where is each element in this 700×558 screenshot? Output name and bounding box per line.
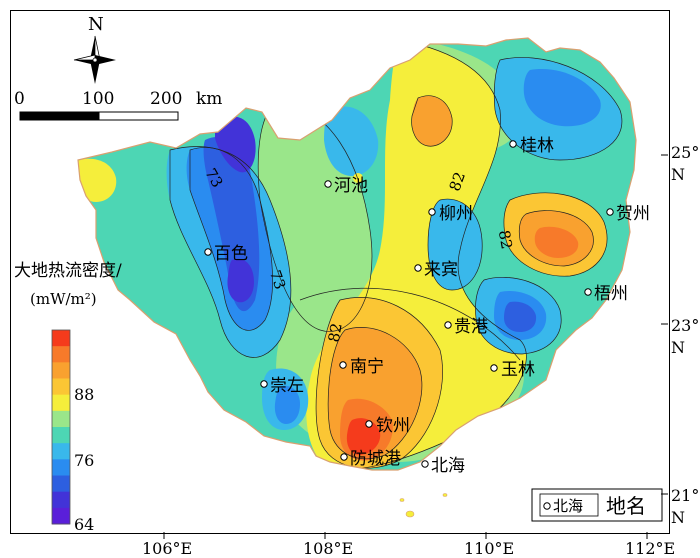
place-legend-sample: 北海 [553,497,583,515]
city-label: 崇左 [270,376,304,396]
city-marker [509,140,517,148]
city-label: 桂林 [520,136,554,156]
city-marker [414,264,422,272]
north-arrow: N [73,14,116,84]
legend-color-swatch [52,443,70,460]
legend-unit: (mW/m²) [30,290,97,308]
city-marker [490,364,498,372]
legend-color-swatch [52,394,70,412]
city-label: 北海 [431,456,465,476]
legend-tick: 88 [74,385,94,404]
scale-tick: 100 [82,89,114,109]
place-legend: 北海 地名 [531,488,663,522]
place-legend-marker [543,502,551,510]
islands [399,493,448,518]
city-label: 百色 [214,244,248,264]
legend-tick: 76 [74,451,94,470]
legend-color-swatch [52,362,70,379]
scale-unit: km [196,89,222,109]
lat-hemi: N [671,508,685,527]
legend-colorbar-border [51,329,71,525]
contour-labels: 73 73 82 82 82 [201,165,515,344]
scale-bar: 0 100 200 km [14,89,222,121]
lon-label: 112°E [625,539,675,558]
lat-hemi: N [671,338,685,357]
contour-label: 82 [325,322,346,344]
city-label: 柳州 [439,204,473,224]
city-label: 梧州 [594,284,628,304]
city-marker [324,180,332,188]
province-border [77,37,637,471]
city-markers: 桂林 河池 柳州 贺州 百色 来宾 梧州 贵港 南宁 崇左 玉林 钦州 防城港 … [204,136,650,476]
lat-deg: 25° [671,143,699,162]
contour-label: 82 [446,170,469,194]
city-label: 河池 [334,176,368,196]
city-marker [340,453,348,461]
city-label: 防城港 [350,449,401,469]
legend-color-swatch [52,507,70,525]
lon-label: 110°E [464,539,514,558]
legend-color-swatch [52,427,70,444]
legend-title: 大地热流密度/ [14,261,122,281]
legend-tick: 64 [74,515,94,534]
city-label: 来宾 [424,260,458,280]
lat-deg: 21° [671,486,699,505]
city-marker [606,208,614,216]
city-marker [421,460,429,468]
city-marker [584,288,592,296]
lon-label: 106°E [142,539,192,558]
city-label: 贺州 [616,204,650,224]
lon-label: 108°E [303,539,353,558]
contour-label: 73 [266,268,289,292]
legend-color-swatch [52,410,70,428]
legend-colorbar [51,329,71,525]
lat-deg: 23° [671,316,699,335]
city-marker [444,321,452,329]
legend-color-swatch [52,459,70,476]
city-marker [339,361,347,369]
city-marker [365,420,373,428]
city-label: 南宁 [350,357,384,377]
legend-color-swatch [52,475,70,493]
city-label: 钦州 [376,416,410,436]
longitude-labels: 106°E 108°E 110°E 112°E [142,532,675,558]
city-label: 贵港 [454,317,488,337]
lat-hemi: N [671,165,685,184]
color-legend: 大地热流密度/ (mW/m²) 88 76 64 [14,261,122,534]
legend-color-swatch [52,330,70,347]
scale-tick: 200 [150,89,182,109]
city-marker [260,380,268,388]
city-label: 玉林 [501,360,535,380]
legend-color-swatch [52,491,70,509]
city-marker [204,248,212,256]
north-label: N [88,14,104,35]
scale-tick: 0 [14,89,25,109]
legend-color-swatch [52,346,70,363]
contour-label: 82 [495,229,516,251]
legend-color-swatch [52,378,70,396]
latitude-labels: 25° N 23° N 21° N [661,143,699,527]
place-legend-label: 地名 [606,494,646,518]
city-marker [428,208,436,216]
